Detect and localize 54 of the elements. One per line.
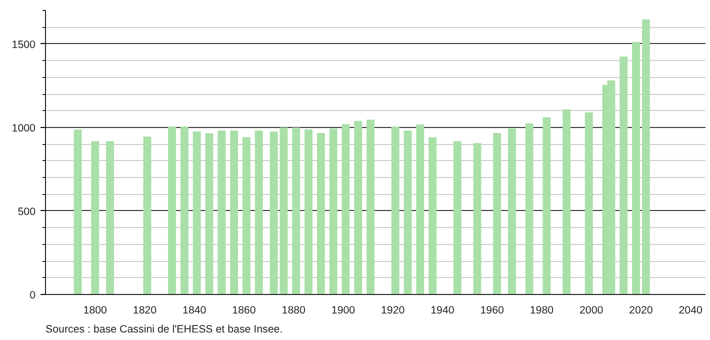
y-tick-label: 500 xyxy=(18,206,36,218)
bar xyxy=(366,120,375,294)
bar xyxy=(254,130,263,294)
bar xyxy=(542,117,551,294)
bar xyxy=(74,129,82,294)
bar xyxy=(180,126,188,294)
bar xyxy=(205,133,214,294)
source-note: Sources : base Cassini de l'EHESS et base Insee. xyxy=(46,324,283,336)
bar xyxy=(508,128,516,294)
bar xyxy=(584,112,593,294)
bar xyxy=(416,124,424,294)
x-tick-label: 1800 xyxy=(83,304,108,316)
bar xyxy=(342,124,350,294)
x-tick-label: 1960 xyxy=(480,304,504,316)
bar xyxy=(280,127,288,294)
bar xyxy=(632,42,640,294)
y-tick-label: 1000 xyxy=(12,122,36,134)
bar xyxy=(143,136,152,294)
bar xyxy=(106,141,114,294)
y-tick-label: 1500 xyxy=(12,38,36,51)
x-tick-label: 2020 xyxy=(629,304,653,316)
x-tick-label: 1920 xyxy=(381,304,405,316)
bar xyxy=(91,141,100,294)
bar xyxy=(292,127,300,294)
x-tick-label: 1980 xyxy=(530,304,554,316)
bar xyxy=(391,126,400,294)
bar xyxy=(354,120,362,294)
x-tick-label: 1940 xyxy=(430,304,454,316)
bar xyxy=(620,56,628,294)
bar xyxy=(562,109,571,294)
x-tick-label: 2040 xyxy=(678,304,703,316)
x-tick-label: 1820 xyxy=(132,304,157,316)
bar xyxy=(428,137,437,294)
x-tick-label: 1880 xyxy=(282,304,306,316)
bar xyxy=(218,130,226,294)
bar xyxy=(329,128,338,294)
bar xyxy=(493,132,502,294)
y-tick-label: 0 xyxy=(30,290,36,302)
bar xyxy=(525,123,534,294)
bar xyxy=(242,137,250,294)
bar xyxy=(453,141,462,294)
bar xyxy=(404,130,412,294)
x-tick-label: 1860 xyxy=(232,304,256,316)
bar xyxy=(192,131,201,294)
bar xyxy=(473,143,482,294)
bar xyxy=(304,129,312,294)
bar xyxy=(642,19,650,294)
bar xyxy=(230,130,238,294)
x-tick-label: 2000 xyxy=(580,304,604,316)
bar xyxy=(168,126,176,294)
x-tick-label: 1900 xyxy=(331,304,356,316)
bar xyxy=(270,131,278,294)
x-tick-label: 1840 xyxy=(182,304,206,316)
bar xyxy=(316,132,325,294)
